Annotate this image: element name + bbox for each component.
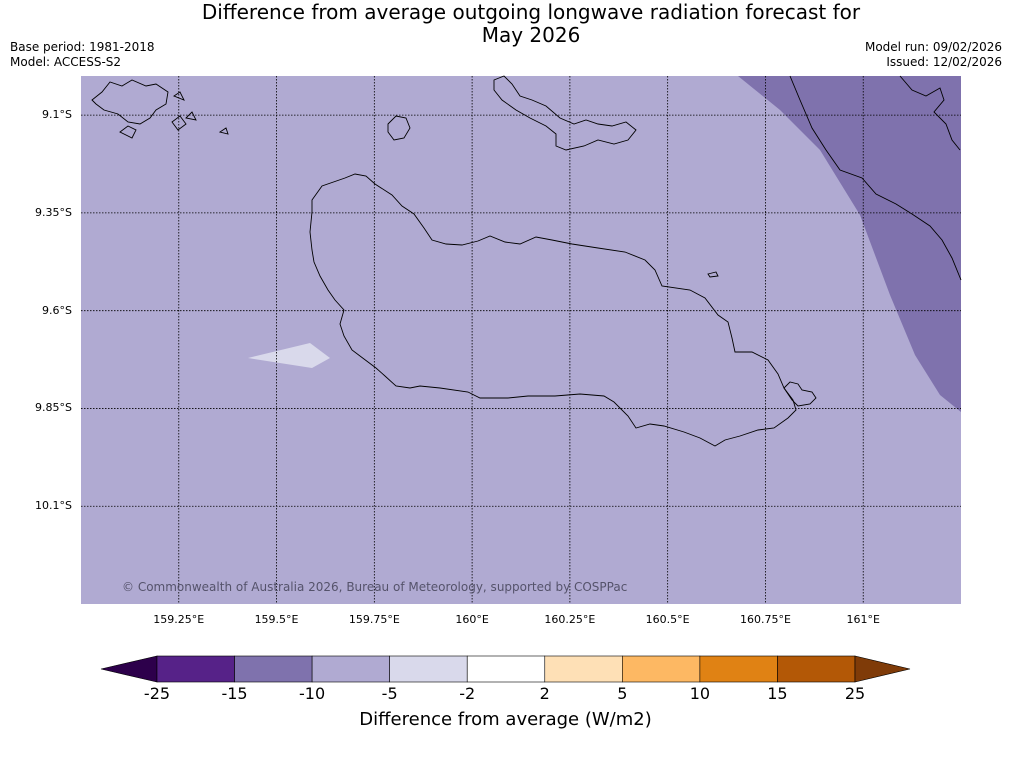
model-text: Model: ACCESS-S2 [10, 55, 122, 69]
coastline-islet-east [707, 271, 719, 278]
coastline-malaita-north [899, 75, 961, 151]
lon-tick-label: 159.5°E [254, 613, 299, 626]
colorbar-extend-high [854, 655, 911, 683]
colorbar-swatch [311, 655, 390, 683]
coastline-florida-islands [493, 75, 637, 151]
colorbar-swatch [389, 655, 468, 683]
colorbar-swatch [699, 655, 778, 683]
colorbar-swatch [622, 655, 701, 683]
coastlines [91, 75, 962, 447]
anomaly-region-lighter [248, 343, 330, 368]
base-period-text: Base period: 1981-2018 [10, 40, 155, 54]
colorbar-tick-label: -25 [143, 684, 171, 703]
colorbar-swatch [234, 655, 313, 683]
colorbar-extend-low [100, 655, 158, 683]
map-title-line2: May 2026 [481, 23, 581, 47]
lon-tick-label: 159.25°E [153, 613, 205, 626]
colorbar-tick-label: -10 [299, 684, 326, 703]
lon-tick-label: 160°E [455, 613, 489, 626]
colorbar-tick-label: -5 [381, 684, 398, 703]
colorbar-swatch [777, 655, 856, 683]
coastline-main-island [309, 173, 797, 447]
lon-tick-label: 160.5°E [645, 613, 690, 626]
colorbar-tick-label: 15 [767, 684, 788, 703]
lat-tick-label: 9.6°S [42, 303, 72, 317]
map-background [81, 76, 961, 604]
lon-tick-label: 161°E [846, 613, 880, 626]
colorbar-swatch [156, 655, 235, 683]
meta-right: Model run: 09/02/2026 Issued: 12/02/2026 [865, 40, 1002, 70]
gridlines [81, 76, 961, 604]
colorbar-label: Difference from average (W/m2) [359, 709, 652, 730]
lat-tick-label: 9.35°S [35, 205, 72, 219]
colorbar-tick-label: -2 [459, 684, 476, 703]
meta-left: Base period: 1981-2018 Model: ACCESS-S2 [10, 40, 155, 70]
lat-tick-label: 10.1°S [35, 499, 72, 513]
colorbar-swatch [466, 655, 546, 683]
lon-tick-label: 160.75°E [739, 613, 791, 626]
colorbar-boxes [100, 655, 911, 683]
lon-tick-label: 159.75°E [348, 613, 400, 626]
colorbar-tick-label: 25 [844, 684, 866, 703]
colorbar-tick-label: 10 [689, 684, 711, 703]
coastline-savo [387, 115, 411, 141]
coastline-east-cape [783, 381, 817, 407]
model-run-text: Model run: 09/02/2026 [864, 40, 1002, 54]
colorbar-tick-label: 2 [539, 684, 550, 703]
lat-tick-label: 9.85°S [35, 401, 72, 415]
map-title-line1: Difference from average outgoing longwav… [201, 0, 861, 24]
issued-text: Issued: 12/02/2026 [886, 55, 1002, 69]
lon-tick-label: 160.25°E [544, 613, 596, 626]
colorbar-tick-label: -15 [221, 684, 248, 703]
colorbar-swatch [544, 655, 623, 683]
lat-tick-label: 9.1°S [42, 108, 72, 122]
colorbar-tick-label: 5 [617, 684, 628, 703]
copyright-text: © Commonwealth of Australia 2026, Bureau… [122, 580, 628, 594]
anomaly-region-darker [738, 76, 961, 412]
coastline-malaita [789, 75, 962, 281]
coastline-nw-islands [91, 79, 229, 139]
